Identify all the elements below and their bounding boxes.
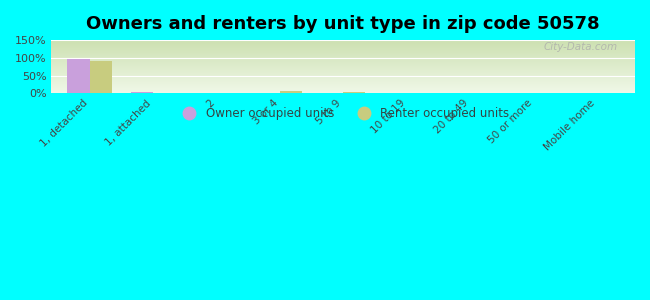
Legend: Owner occupied units, Renter occupied units: Owner occupied units, Renter occupied un… — [173, 102, 514, 124]
Bar — [343, 92, 365, 93]
Bar — [131, 92, 153, 93]
Bar — [68, 59, 90, 93]
Bar — [280, 92, 302, 93]
Title: Owners and renters by unit type in zip code 50578: Owners and renters by unit type in zip c… — [86, 15, 600, 33]
Bar — [90, 61, 112, 93]
Text: City-Data.com: City-Data.com — [543, 42, 618, 52]
